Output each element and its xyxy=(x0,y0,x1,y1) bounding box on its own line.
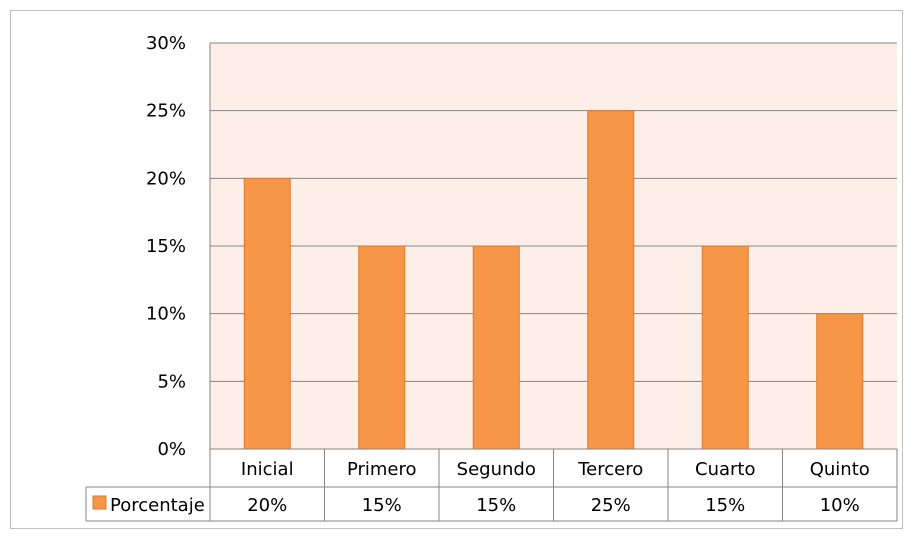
bar-quinto xyxy=(816,313,864,450)
y-tick-label: 20% xyxy=(146,168,186,189)
legend-swatch xyxy=(92,495,107,510)
data-table-value: 15% xyxy=(705,495,745,516)
bar-segundo xyxy=(472,245,520,450)
legend-label: Porcentaje xyxy=(110,495,205,516)
data-table-value: 15% xyxy=(476,495,516,516)
category-label: Primero xyxy=(347,459,417,480)
y-tick-label: 15% xyxy=(146,236,186,257)
y-tick-label: 0% xyxy=(157,439,186,460)
category-label: Quinto xyxy=(810,459,870,480)
bar-tercero xyxy=(587,110,635,450)
y-tick-label: 5% xyxy=(157,371,186,392)
y-tick-label: 25% xyxy=(146,101,186,122)
y-tick-label: 30% xyxy=(146,33,186,54)
category-label: Inicial xyxy=(241,459,294,480)
category-label: Tercero xyxy=(577,459,643,480)
chart-frame xyxy=(10,10,903,529)
y-tick-label: 10% xyxy=(146,304,186,325)
data-table-value: 15% xyxy=(362,495,402,516)
bar-cuarto xyxy=(701,245,749,450)
bar-primero xyxy=(358,245,406,450)
category-label: Segundo xyxy=(457,459,536,480)
data-table-value: 10% xyxy=(820,495,860,516)
category-label: Cuarto xyxy=(695,459,755,480)
bar-inicial xyxy=(243,177,291,450)
data-table-value: 20% xyxy=(247,495,287,516)
data-table-value: 25% xyxy=(591,495,631,516)
